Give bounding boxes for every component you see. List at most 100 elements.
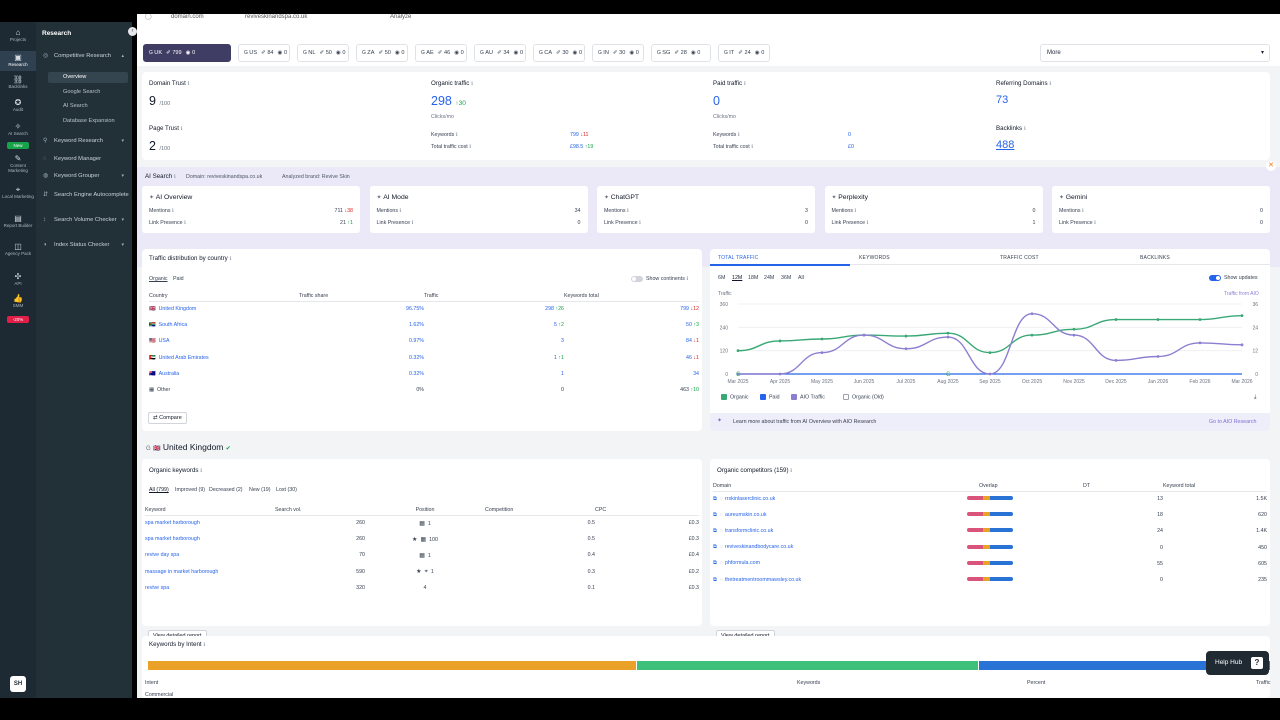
- organic-traffic-value[interactable]: 298 ↑30: [431, 94, 466, 108]
- show-updates-toggle[interactable]: [1209, 275, 1221, 281]
- organic-keywords-value[interactable]: 799 ↓11: [570, 132, 589, 138]
- sidebar-item-competitive-research[interactable]: ◎ ▴ Competitive Research: [43, 53, 124, 59]
- rail-backlinks[interactable]: ⛓ Backlinks: [0, 75, 36, 89]
- keywords-cell[interactable]: 84 ↓1: [564, 333, 699, 349]
- referring-domains-value[interactable]: 73: [996, 94, 1009, 106]
- country-cell[interactable]: 🇦🇺 Australia: [149, 366, 299, 382]
- paid-cost-value[interactable]: £0: [848, 144, 854, 150]
- sidebar-sub-google-search[interactable]: Google Search: [63, 89, 101, 95]
- kw-filter-3[interactable]: New (19): [249, 487, 271, 493]
- keywords-cell[interactable]: 463 ↑10: [564, 382, 699, 398]
- sidebar-item-autocomplete[interactable]: ⇵ Search Engine Autocomplete: [43, 192, 129, 198]
- rail-research[interactable]: ▣ Research: [0, 51, 36, 71]
- country-tab-it[interactable]: G IT ✐ 24 ◉ 0: [718, 44, 770, 62]
- ai-card-gemini[interactable]: ✦ Gemini Mentions ℹ 0 Link Presence ℹ 0: [1052, 186, 1270, 233]
- url-input[interactable]: reviveskinandspa.co.uk: [245, 14, 308, 20]
- rail-agency-pack[interactable]: ◫ Agency Pack: [0, 242, 36, 256]
- competitor-domain-cell[interactable]: ⧉ ◌ phformula.com: [713, 556, 953, 572]
- ai-card-ai-overview[interactable]: ✦ AI Overview Mentions ℹ 711 ↓38 Link Prese…: [142, 186, 360, 233]
- country-tab-nl[interactable]: G NL ✐ 50 ◉ 0: [297, 44, 349, 62]
- rail-api[interactable]: ✣ API: [0, 272, 36, 286]
- competitor-domain-cell[interactable]: ⧉ ◌ thetreatmentroommawsley.co.uk: [713, 572, 953, 588]
- kw-filter-0[interactable]: All (799): [149, 487, 169, 493]
- intent-bar-navigational[interactable]: [979, 661, 1270, 670]
- kw-kw-cell[interactable]: massage in market harborough: [145, 564, 275, 580]
- country-tab-au[interactable]: G AU ✐ 34 ◉ 0: [474, 44, 526, 62]
- sidebar-item-keyword-grouper[interactable]: ◍ ▾ Keyword Grouper: [43, 173, 124, 179]
- sidebar-item-keyword-research[interactable]: ⚲ ▾ Keyword Research: [43, 138, 124, 144]
- legend-aio[interactable]: AIO Traffic: [791, 394, 825, 400]
- rail-ai-search[interactable]: ✧ AI Search: [0, 122, 36, 136]
- country-tab-in[interactable]: G IN ✐ 30 ◉ 0: [592, 44, 644, 62]
- sidebar-item-keyword-manager[interactable]: ◌ Keyword Manager: [43, 156, 102, 162]
- ai-card-ai-mode[interactable]: ✦ AI Mode Mentions ℹ 34 Link Presence ℹ 0: [369, 186, 588, 233]
- competitor-domain-cell[interactable]: ⧉ ◌ reviveskinandbodycare.co.uk: [713, 540, 953, 556]
- ai-card-perplexity[interactable]: ✦ Perplexity Mentions ℹ 0 Link Presence ℹ 1: [824, 186, 1043, 233]
- traffic-cell[interactable]: 298 ↑26: [424, 301, 564, 317]
- rail-report-builder[interactable]: ▤ Report Builder: [0, 214, 36, 228]
- kw-kw-cell[interactable]: revive day spa: [145, 547, 275, 563]
- country-tab-ca[interactable]: G CA ✐ 30 ◉ 0: [533, 44, 585, 62]
- kw-filter-4[interactable]: Lost (30): [276, 487, 297, 493]
- country-cell[interactable]: 🇬🇧 United Kingdom: [149, 301, 299, 317]
- traffic-cell[interactable]: 1 ↑1: [424, 350, 564, 366]
- keywords-cell[interactable]: 46 ↓1: [564, 350, 699, 366]
- tab-backlinks[interactable]: BACKLINKS: [1140, 255, 1170, 261]
- intent-bar-informational[interactable]: [637, 661, 978, 670]
- competitor-domain-cell[interactable]: ⧉ ◌ aureumskin.co.uk: [713, 507, 953, 523]
- domain-select[interactable]: domain.com: [171, 14, 204, 20]
- organic-cost-value[interactable]: £98.5 ↑19: [570, 144, 594, 150]
- tab-total-traffic[interactable]: TOTAL TRAFFIC: [718, 255, 759, 261]
- backlinks-value[interactable]: 488: [996, 139, 1015, 151]
- kw-kw-cell[interactable]: revive spa: [145, 580, 275, 596]
- help-hub-button[interactable]: Help Hub?: [1206, 651, 1269, 675]
- paid-traffic-value[interactable]: 0: [713, 94, 720, 108]
- rail-smm[interactable]: 👍 SMM: [0, 294, 36, 308]
- aio-banner-link[interactable]: Go to AIO Research: [1209, 419, 1257, 425]
- country-tab-uk[interactable]: G UK ✐ 799 ◉ 0: [143, 44, 231, 62]
- sidebar-item-index-status[interactable]: ◑ ▾ Index Status Checker: [43, 242, 124, 248]
- user-avatar[interactable]: SH: [10, 676, 26, 692]
- legend-organic[interactable]: Organic: [721, 394, 749, 400]
- rail-content-marketing[interactable]: ✎ Content Marketing: [0, 154, 36, 173]
- keywords-cell[interactable]: 50 ↑3: [564, 317, 699, 333]
- country-tab-ae[interactable]: G AE ✐ 46 ◉ 0: [415, 44, 467, 62]
- range-18m[interactable]: 18M: [748, 275, 758, 281]
- competitor-domain-cell[interactable]: ⧉ ◌ rrskinlaserclinic.co.uk: [713, 491, 953, 507]
- kw-filter-1[interactable]: Improved (9): [175, 487, 205, 493]
- tab-keywords[interactable]: KEYWORDS: [859, 255, 890, 261]
- rail-local-marketing[interactable]: ⌖ Local Marketing: [0, 185, 36, 199]
- keywords-cell[interactable]: 799 ↓12: [564, 301, 699, 317]
- range-6m[interactable]: 6M: [718, 275, 725, 281]
- show-continents-toggle[interactable]: [631, 276, 643, 282]
- range-36m[interactable]: 36M: [781, 275, 791, 281]
- range-12m[interactable]: 12M: [732, 275, 742, 281]
- compare-button[interactable]: ⇄ Compare: [148, 412, 187, 424]
- rail-audit[interactable]: ✪ Audit: [0, 98, 36, 112]
- traffic-cell[interactable]: 0: [424, 382, 564, 398]
- traffic-cell[interactable]: 5 ↑2: [424, 317, 564, 333]
- traffic-cell[interactable]: 3: [424, 333, 564, 349]
- paid-keywords-value[interactable]: 0: [848, 132, 851, 138]
- sidebar-collapse-button[interactable]: ‹: [128, 27, 137, 36]
- sidebar-sub-ai-search[interactable]: AI Search: [63, 103, 88, 109]
- pin-marker-icon[interactable]: ✕: [1266, 161, 1276, 171]
- sidebar-sub-database-expansion[interactable]: Database Expansion: [63, 118, 115, 124]
- tab-organic[interactable]: Organic: [149, 276, 168, 282]
- country-cell[interactable]: 🇿🇦 South Africa: [149, 317, 299, 333]
- legend-paid[interactable]: Paid: [760, 394, 780, 400]
- tab-traffic-cost[interactable]: TRAFFIC COST: [1000, 255, 1039, 261]
- kw-kw-cell[interactable]: spa market harborough: [145, 515, 275, 531]
- legend-organic-old[interactable]: Organic (Old): [843, 394, 884, 400]
- competitor-domain-cell[interactable]: ⧉ ◌ transformclinic.co.uk: [713, 523, 953, 539]
- traffic-cell[interactable]: 1: [424, 366, 564, 382]
- country-tab-sg[interactable]: G SG ✐ 28 ◉ 0: [651, 44, 711, 62]
- country-cell[interactable]: 🇺🇸 USA: [149, 333, 299, 349]
- keywords-cell[interactable]: 34: [564, 366, 699, 382]
- range-24m[interactable]: 24M: [764, 275, 774, 281]
- range-all[interactable]: All: [798, 275, 804, 281]
- country-cell[interactable]: 🇦🇪 United Arab Emirates: [149, 350, 299, 366]
- kw-kw-cell[interactable]: spa market harborough: [145, 531, 275, 547]
- country-tab-za[interactable]: G ZA ✐ 50 ◉ 0: [356, 44, 408, 62]
- more-countries-select[interactable]: More ▾: [1040, 44, 1270, 62]
